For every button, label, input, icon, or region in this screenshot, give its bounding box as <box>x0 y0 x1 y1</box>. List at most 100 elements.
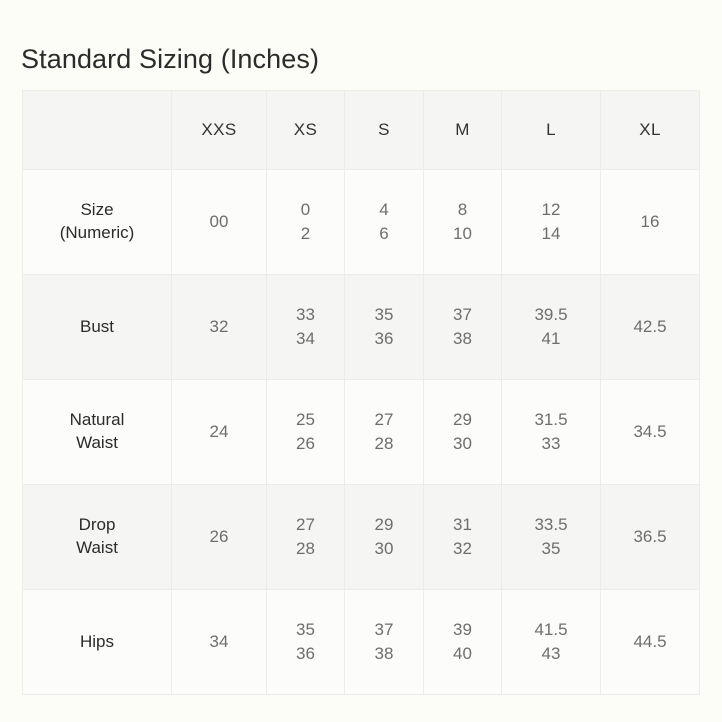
table-row: Bust 32 33 34 35 36 37 38 39.5 41 42.5 <box>22 274 700 380</box>
table-row: Hips 34 35 36 37 38 39 40 41.5 43 44.5 <box>22 589 700 695</box>
measurement-value: 8 <box>457 199 468 219</box>
column-header-s: S <box>344 90 424 170</box>
measurement-value: 4 <box>379 199 389 219</box>
measurement-cell: 37 38 <box>344 589 424 695</box>
table-head: XXS XS S M L XL <box>22 90 700 170</box>
measurement-cell: 39 40 <box>423 589 502 695</box>
measurement-value: 33 <box>541 434 561 453</box>
measurement-cell: 24 <box>171 379 267 485</box>
measurement-cell: 39.5 41 <box>501 274 601 380</box>
measurement-value: 29 <box>453 409 472 429</box>
measurement-value: 34.5 <box>633 421 667 441</box>
row-label-cell: Hips <box>22 589 172 695</box>
measurement-value: 39 <box>453 619 472 639</box>
measurement-value: 36 <box>374 329 394 348</box>
measurement-value: 14 <box>541 224 561 243</box>
measurement-value: 33.5 <box>534 514 568 534</box>
measurement-value: 38 <box>453 329 472 348</box>
measurement-value: 12 <box>541 199 561 219</box>
measurement-value: 28 <box>374 434 394 453</box>
column-header-xl: XL <box>600 90 700 170</box>
measurement-cell: 32 <box>171 274 267 380</box>
column-header-l: L <box>501 90 601 170</box>
measurement-value: 35 <box>296 619 315 639</box>
measurement-value: 33 <box>296 304 315 324</box>
row-label-line: Bust <box>79 316 115 336</box>
measurement-value: 35 <box>374 304 394 324</box>
measurement-cell: 36.5 <box>600 484 700 590</box>
measurement-cell: 8 10 <box>423 169 502 275</box>
measurement-cell: 31 32 <box>423 484 502 590</box>
measurement-value: 00 <box>209 211 229 231</box>
table-body: Size (Numeric) 00 0 2 4 6 8 10 12 14 16 Bust 32 33 34 35… <box>22 169 700 695</box>
measurement-cell: 00 <box>171 169 267 275</box>
measurement-value: 29 <box>374 514 394 534</box>
measurement-value: 28 <box>296 539 315 558</box>
measurement-value: 37 <box>453 304 472 324</box>
row-label-cell: Size (Numeric) <box>22 169 172 275</box>
measurement-value: 41.5 <box>534 619 568 639</box>
row-label-cell: Natural Waist <box>22 379 172 485</box>
row-label-cell: Drop Waist <box>22 484 172 590</box>
row-label-line: Waist <box>76 433 118 452</box>
measurement-value: 24 <box>209 421 229 441</box>
measurement-value: 39.5 <box>534 304 568 324</box>
measurement-cell: 27 28 <box>344 379 424 485</box>
row-label-line: (Numeric) <box>59 223 135 242</box>
measurement-value: 44.5 <box>633 631 667 651</box>
measurement-value: 36 <box>296 644 315 663</box>
measurement-value: 10 <box>453 224 472 243</box>
measurement-value: 2 <box>300 224 311 243</box>
table-row: Natural Waist 24 25 26 27 28 29 30 31.5 33 34.5 <box>22 379 700 485</box>
measurement-cell: 34.5 <box>600 379 700 485</box>
measurement-value: 6 <box>379 224 389 243</box>
measurement-value: 38 <box>374 644 394 663</box>
standard-sizing-table: XXS XS S M L XL Size (Numeric) 00 0 2 4 6 8 10 12… <box>22 90 700 695</box>
measurement-value: 35 <box>541 539 561 558</box>
measurement-cell: 33 34 <box>266 274 345 380</box>
page-title: Standard Sizing (Inches) <box>21 44 320 75</box>
table-row: Drop Waist 26 27 28 29 30 31 32 33.5 35 36.5 <box>22 484 700 590</box>
measurement-value: 0 <box>300 199 311 219</box>
measurement-value: 27 <box>374 409 394 429</box>
measurement-value: 36.5 <box>633 526 667 546</box>
measurement-cell: 25 26 <box>266 379 345 485</box>
measurement-value: 40 <box>453 644 472 663</box>
row-label-line: Hips <box>79 631 114 651</box>
measurement-cell: 44.5 <box>600 589 700 695</box>
measurement-value: 26 <box>209 526 229 546</box>
table-row: Size (Numeric) 00 0 2 4 6 8 10 12 14 16 <box>22 169 700 275</box>
measurement-value: 31 <box>453 514 472 534</box>
measurement-cell: 33.5 35 <box>501 484 601 590</box>
measurement-cell: 29 30 <box>423 379 502 485</box>
measurement-cell: 35 36 <box>266 589 345 695</box>
measurement-value: 30 <box>453 434 472 453</box>
measurement-value: 27 <box>296 514 315 534</box>
measurement-value: 30 <box>374 539 394 558</box>
measurement-cell: 35 36 <box>344 274 424 380</box>
measurement-value: 32 <box>209 316 229 336</box>
table-header-row: XXS XS S M L XL <box>22 90 700 170</box>
size-chart-container: XXS XS S M L XL Size (Numeric) 00 0 2 4 6 8 10 12… <box>22 90 700 695</box>
measurement-cell: 27 28 <box>266 484 345 590</box>
measurement-value: 41 <box>541 329 561 348</box>
measurement-cell: 41.5 43 <box>501 589 601 695</box>
measurement-cell: 29 30 <box>344 484 424 590</box>
table-corner-cell <box>22 90 172 170</box>
measurement-cell: 26 <box>171 484 267 590</box>
column-header-xxs: XXS <box>171 90 267 170</box>
measurement-value: 26 <box>296 434 315 453</box>
measurement-cell: 42.5 <box>600 274 700 380</box>
measurement-cell: 16 <box>600 169 700 275</box>
row-label-line: Waist <box>76 538 118 557</box>
measurement-cell: 31.5 33 <box>501 379 601 485</box>
row-label-line: Size <box>80 200 114 220</box>
column-header-xs: XS <box>266 90 345 170</box>
measurement-value: 42.5 <box>633 316 667 336</box>
measurement-value: 34 <box>296 329 315 348</box>
measurement-value: 37 <box>374 619 394 639</box>
row-label-line: Natural <box>69 410 125 430</box>
measurement-cell: 12 14 <box>501 169 601 275</box>
